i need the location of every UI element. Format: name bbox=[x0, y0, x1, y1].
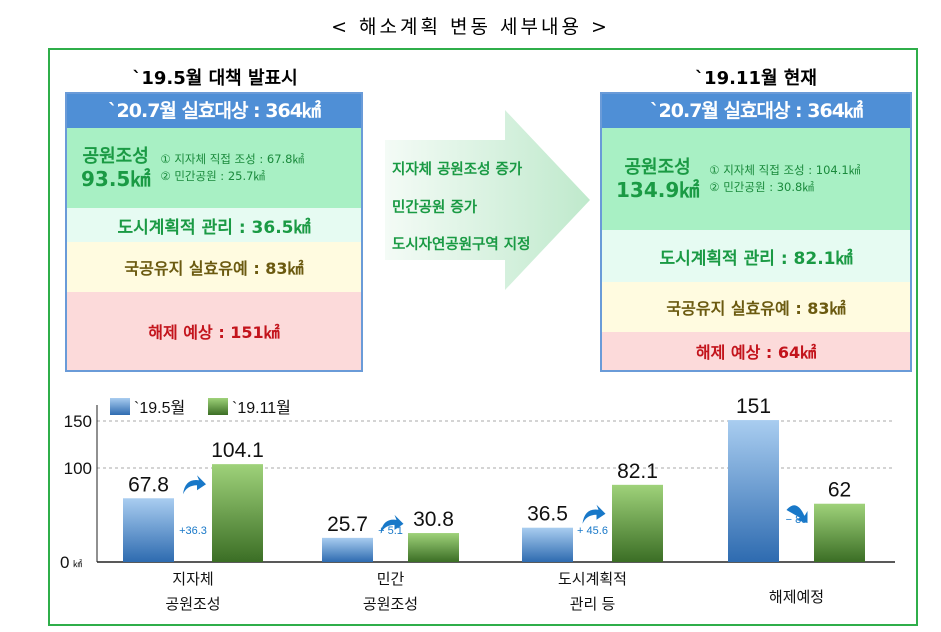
release-section: 해제 예상 : 64㎢ bbox=[602, 332, 910, 370]
legend-swatch-blue bbox=[110, 398, 130, 415]
category-label: 도시계획적 bbox=[558, 571, 627, 588]
value-label: 30.8 bbox=[413, 508, 454, 531]
right-heading: `19.11월 현재 bbox=[695, 68, 817, 89]
delta-arrow-icon bbox=[380, 514, 404, 534]
park-label: 공원조성 bbox=[82, 146, 149, 167]
legend-swatch-green bbox=[208, 398, 228, 415]
park-label: 공원조성 bbox=[624, 157, 691, 178]
park-section: 공원조성 134.9㎢ ① 지자체 직접 조성 : 104.1㎢ ② 민간공원 : … bbox=[602, 128, 910, 230]
y-tick-label: 150 bbox=[64, 412, 92, 431]
target-header: `20.7월 실효대상 : 364㎢ bbox=[67, 94, 361, 128]
legend-label: `19.5월 bbox=[134, 399, 185, 417]
after-box: `20.7월 실효대상 : 364㎢ 공원조성 134.9㎢ ① 지자체 직접 조… bbox=[600, 92, 912, 372]
park-item-1: ① 지자체 직접 조성 : 67.8㎢ bbox=[160, 152, 304, 166]
release-section: 해제 예상 : 151㎢ bbox=[67, 292, 361, 370]
delta-label: + 5.1 bbox=[378, 525, 403, 537]
bar-chart: 0 100 150 ㎢ `19.5월 `19.11월 67.8 104.1 +36.3 지자체공원… bbox=[60, 395, 895, 613]
category-label: 민간 bbox=[377, 571, 405, 588]
park-item-1: ① 지자체 직접 조성 : 104.1㎢ bbox=[709, 163, 861, 177]
category-label: 관리 등 bbox=[570, 596, 616, 613]
park-section: 공원조성 93.5㎢ ① 지자체 직접 조성 : 67.8㎢ ② 민간공원 : 25… bbox=[67, 128, 361, 208]
value-label: 62 bbox=[828, 479, 851, 502]
category-label: 공원조성 bbox=[165, 596, 220, 613]
delta-arrow-icon bbox=[582, 504, 606, 524]
delta-arrow-icon bbox=[786, 505, 808, 523]
arrow-line-2: 민간공원 증가 bbox=[392, 200, 478, 216]
value-label: 67.8 bbox=[128, 473, 169, 496]
bar-nov bbox=[612, 484, 663, 562]
bar-may bbox=[522, 527, 573, 562]
value-label: 36.5 bbox=[527, 503, 568, 526]
national-section: 국공유지 실효유예 : 83㎢ bbox=[602, 282, 910, 332]
y-unit-label: ㎢ bbox=[73, 559, 82, 569]
value-label: 82.1 bbox=[617, 460, 658, 483]
bar-may bbox=[123, 498, 174, 562]
delta-arrow-icon bbox=[183, 475, 206, 495]
park-item-2: ② 민간공원 : 25.7㎢ bbox=[160, 169, 265, 183]
left-heading: `19.5월 대책 발표시 bbox=[132, 68, 298, 89]
value-label: 25.7 bbox=[327, 513, 368, 536]
arrow-line-3: 도시자연공원구역 지정 bbox=[392, 237, 531, 253]
park-total: 134.9㎢ bbox=[616, 178, 700, 202]
urban-section: 도시계획적 관리 : 36.5㎢ bbox=[67, 208, 361, 242]
page-title: < 해소계획 변동 세부내용 > bbox=[331, 16, 610, 38]
bar-may bbox=[322, 537, 373, 562]
delta-label: +36.3 bbox=[179, 525, 207, 537]
national-section: 국공유지 실효유예 : 83㎢ bbox=[67, 242, 361, 292]
urban-section: 도시계획적 관리 : 82.1㎢ bbox=[602, 230, 910, 282]
park-total: 93.5㎢ bbox=[81, 167, 151, 191]
before-box: `20.7월 실효대상 : 364㎢ 공원조성 93.5㎢ ① 지자체 직접 조성… bbox=[65, 92, 363, 372]
bar-nov bbox=[212, 464, 263, 562]
category-label: 공원조성 bbox=[363, 596, 418, 613]
value-label: 104.1 bbox=[211, 439, 264, 462]
target-header: `20.7월 실효대상 : 364㎢ bbox=[602, 94, 910, 128]
category-label: 지자체 bbox=[172, 571, 213, 588]
park-item-2: ② 민간공원 : 30.8㎢ bbox=[709, 180, 814, 194]
legend-label: `19.11월 bbox=[232, 399, 291, 417]
delta-label: − 89 bbox=[786, 514, 808, 526]
bar-nov bbox=[408, 533, 459, 562]
delta-label: + 45.6 bbox=[577, 525, 608, 537]
arrow-line-1: 지자체 공원조성 증가 bbox=[392, 162, 523, 178]
y-tick-label: 0 bbox=[60, 553, 69, 572]
bar-nov bbox=[814, 503, 865, 562]
value-label: 151 bbox=[736, 395, 771, 418]
y-tick-label: 100 bbox=[64, 459, 92, 478]
bar-may bbox=[728, 420, 779, 562]
category-label: 해제예정 bbox=[769, 589, 824, 606]
content-frame bbox=[48, 48, 918, 626]
change-arrow bbox=[385, 110, 590, 290]
